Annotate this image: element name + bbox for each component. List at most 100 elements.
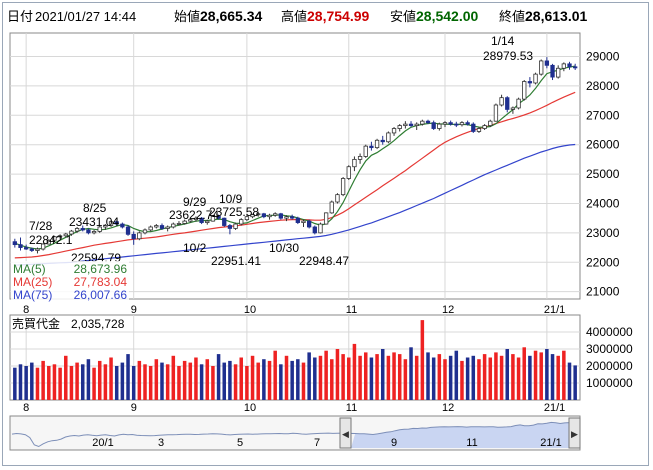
volume-bar bbox=[52, 364, 57, 400]
candle-body bbox=[40, 243, 46, 250]
volume-bar bbox=[80, 364, 85, 400]
volume-axis: 1000000 2000000 3000000 4000000 bbox=[586, 325, 633, 390]
candle-body bbox=[35, 248, 40, 251]
candle-body bbox=[499, 97, 504, 106]
moving-average-lines bbox=[14, 65, 576, 266]
right-arrow-icon[interactable]: ▶ bbox=[571, 429, 578, 439]
candle-body bbox=[23, 247, 29, 250]
volume-bar bbox=[245, 366, 249, 400]
candle-body bbox=[527, 81, 533, 84]
volume-bar bbox=[18, 364, 23, 400]
volume-tick-label: 4000000 bbox=[586, 325, 633, 339]
candle-body bbox=[199, 217, 204, 223]
ma5-line bbox=[14, 65, 576, 250]
volume-bar bbox=[126, 354, 130, 400]
candle-body bbox=[256, 213, 261, 216]
volume-bar bbox=[216, 354, 221, 400]
volume-bar bbox=[86, 359, 91, 400]
volume-bar bbox=[511, 354, 515, 400]
volume-bar bbox=[35, 367, 40, 400]
candle-body bbox=[329, 201, 334, 214]
volume-bar bbox=[567, 362, 572, 400]
volume-tick-label: 2000000 bbox=[586, 359, 633, 373]
chart-frame: 日付 2021/01/27 14:44 始値 28,665.34 高値 28,7… bbox=[2, 2, 649, 466]
annotation-date: 7/28 bbox=[29, 219, 53, 233]
volume-bar bbox=[550, 354, 555, 400]
volume-bar bbox=[471, 355, 476, 400]
volume-bar bbox=[41, 360, 45, 400]
candle-body bbox=[448, 122, 453, 125]
volume-tick-label: 3000000 bbox=[586, 342, 633, 356]
candle-body bbox=[103, 225, 108, 228]
candle-body bbox=[159, 225, 165, 229]
volume-bar bbox=[143, 364, 147, 400]
navigator-label: 5 bbox=[237, 437, 243, 449]
left-handle-box[interactable] bbox=[339, 417, 352, 449]
volume-bar bbox=[290, 360, 294, 400]
volume-bar bbox=[165, 364, 170, 400]
volume-bar bbox=[148, 366, 153, 400]
volume-bar bbox=[347, 357, 351, 400]
annotation-value: 23431.04 bbox=[69, 215, 119, 229]
candle-body bbox=[193, 217, 199, 221]
candle-body bbox=[267, 214, 272, 218]
left-arrow-icon[interactable]: ◀ bbox=[342, 429, 349, 439]
price-tick-label: 22000 bbox=[586, 255, 620, 269]
annotation-value: 28979.53 bbox=[483, 49, 533, 63]
volume-bar bbox=[194, 357, 198, 400]
candle-body bbox=[510, 107, 516, 110]
candle-body bbox=[284, 216, 289, 219]
volume-bar bbox=[92, 367, 96, 400]
candle-body bbox=[335, 194, 340, 203]
navigator-right-handle[interactable]: ▶ bbox=[568, 417, 581, 449]
candle-body bbox=[222, 217, 227, 226]
ma75-value: 26,007.66 bbox=[74, 288, 128, 302]
volume-bar bbox=[494, 352, 498, 400]
volume-bar bbox=[154, 359, 159, 400]
candle-body bbox=[431, 122, 436, 129]
volume-tick-label: 1000000 bbox=[586, 376, 633, 390]
ma75-label: MA(75) bbox=[13, 288, 52, 302]
annotation-date: 9/29 bbox=[183, 195, 207, 209]
x-axis-label: 12 bbox=[442, 402, 454, 414]
volume-bar bbox=[499, 355, 504, 400]
navigator-left-handle[interactable]: ◀ bbox=[339, 417, 352, 449]
candle-body bbox=[131, 233, 136, 240]
x-axis-label: 8 bbox=[23, 402, 29, 414]
candle-body bbox=[425, 120, 431, 124]
candle-body bbox=[137, 232, 142, 240]
navigator-label: 21/1 bbox=[540, 437, 561, 449]
x-axis-label: 10 bbox=[244, 402, 256, 414]
candle-body bbox=[561, 63, 567, 69]
candle-body bbox=[97, 226, 102, 232]
right-handle-box[interactable] bbox=[568, 417, 581, 449]
candle-body bbox=[182, 220, 187, 224]
candle-body bbox=[176, 223, 182, 225]
candle-body bbox=[125, 226, 131, 235]
candle-body bbox=[86, 229, 91, 234]
volume-value: 2,035,728 bbox=[71, 317, 125, 331]
volume-bar bbox=[528, 355, 532, 400]
volume-bar bbox=[414, 355, 419, 400]
annotation-value: 23622.74 bbox=[169, 208, 219, 222]
navigator-line bbox=[11, 421, 578, 448]
candle-body bbox=[465, 122, 470, 125]
candle-body bbox=[239, 219, 244, 225]
date-label: 日付 bbox=[7, 9, 33, 24]
candle-body bbox=[233, 223, 238, 229]
volume-bar bbox=[24, 366, 28, 400]
low-label: 安値 bbox=[390, 9, 416, 24]
candle-body bbox=[374, 139, 380, 149]
ohlc-header: 日付 2021/01/27 14:44 始値 28,665.34 高値 28,7… bbox=[7, 8, 587, 24]
candle-body bbox=[29, 248, 34, 251]
ma75-line bbox=[14, 143, 576, 266]
volume-bar bbox=[454, 350, 459, 400]
candle-body bbox=[550, 64, 555, 78]
annotation-date: 1/14 bbox=[491, 34, 515, 48]
annotation-date: 8/25 bbox=[83, 201, 107, 215]
navigator-label: 7 bbox=[314, 437, 320, 449]
x-axis-label: 11 bbox=[346, 402, 357, 414]
volume-bar bbox=[437, 354, 442, 400]
x-axis-label: 10 bbox=[244, 304, 256, 316]
navigator-label: 11 bbox=[466, 437, 477, 449]
